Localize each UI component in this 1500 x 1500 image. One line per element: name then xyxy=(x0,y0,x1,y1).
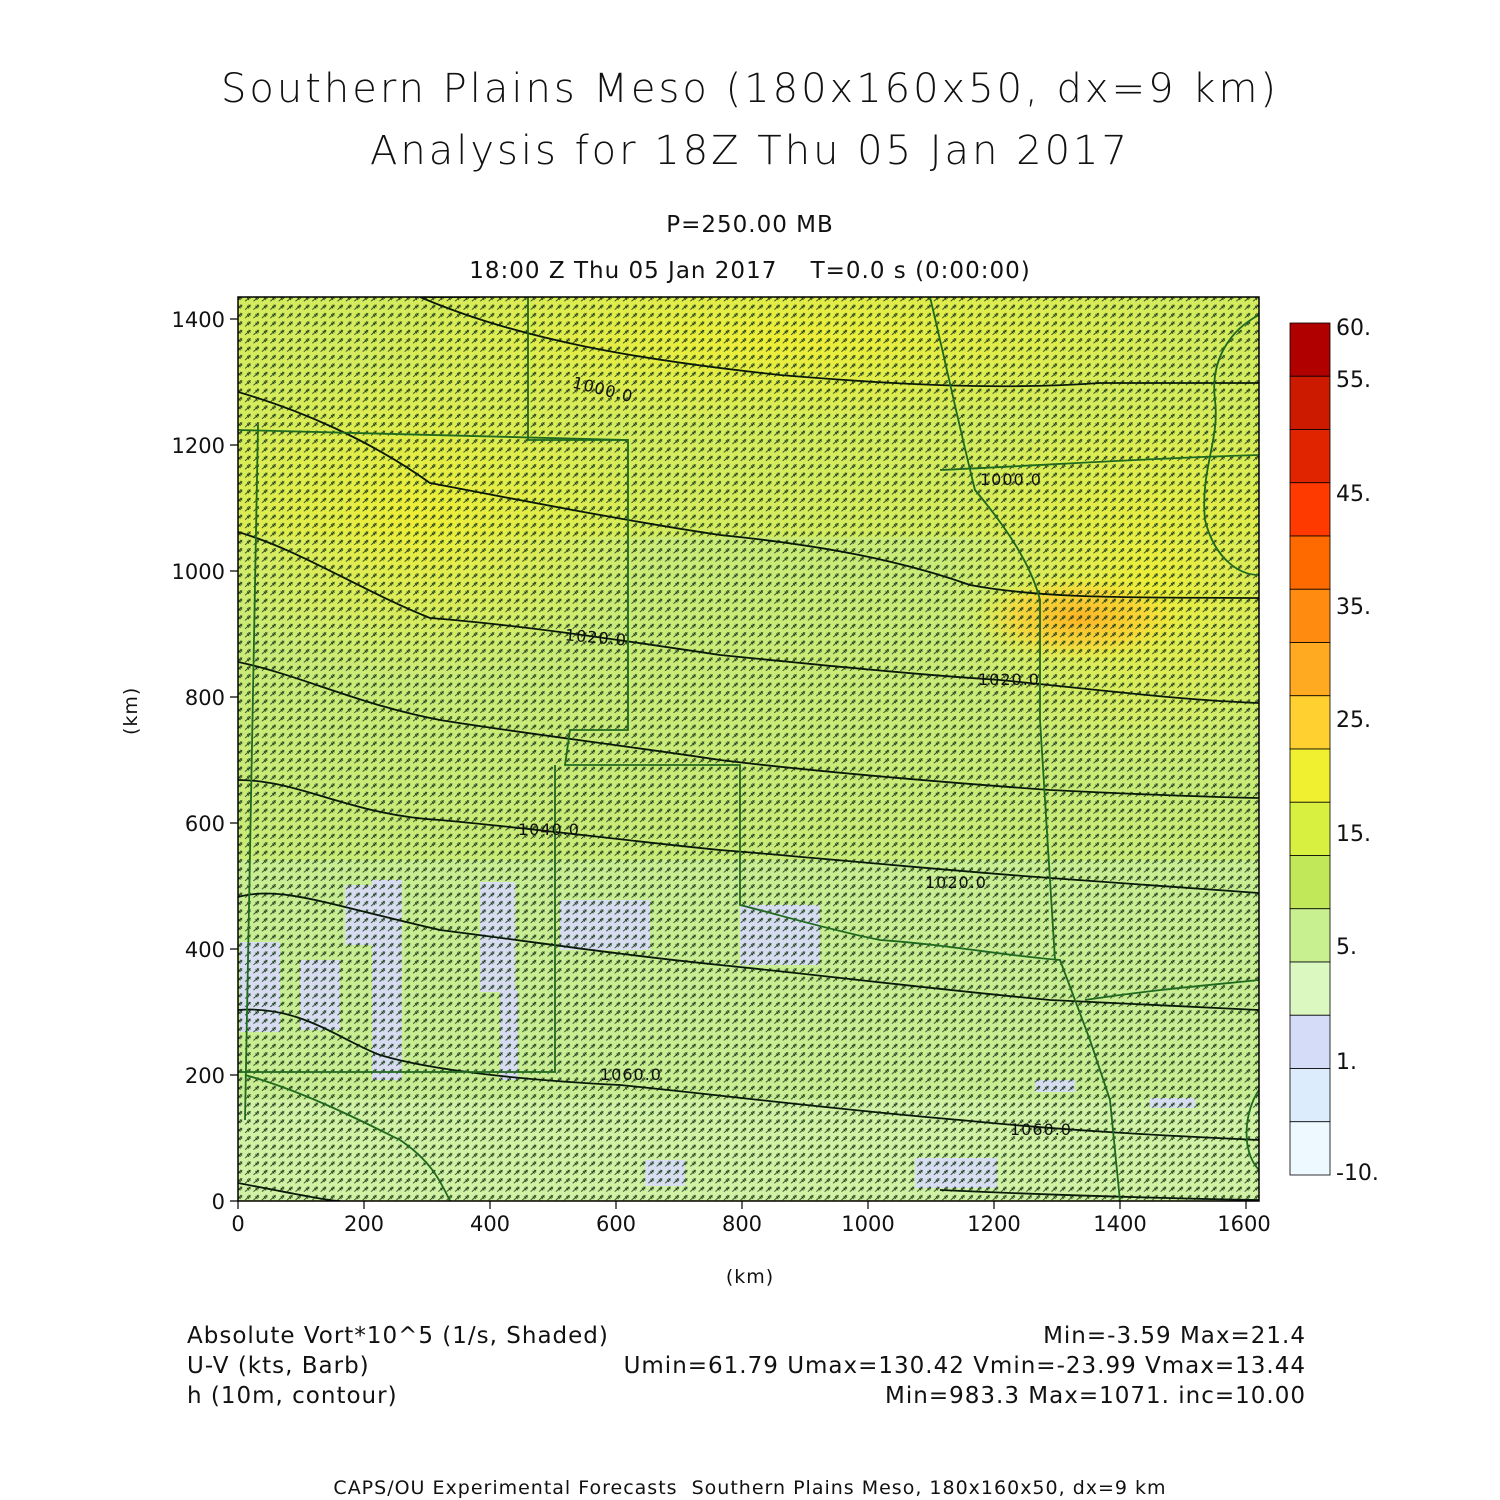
x-tick-label: 1600 xyxy=(1217,1212,1271,1236)
x-tick-label: 1400 xyxy=(1093,1212,1147,1236)
x-tick-label: 400 xyxy=(469,1212,511,1236)
colorbar-swatch xyxy=(1289,908,1331,963)
credits: CAPS/OU Experimental Forecasts Southern … xyxy=(333,1477,1167,1499)
colorbar-swatch xyxy=(1289,429,1331,484)
colorbar-label: 45. xyxy=(1336,482,1371,507)
shaded-range: Min=-3.59 Max=21.4 xyxy=(1043,1323,1306,1349)
colorbar-swatch xyxy=(1289,855,1331,910)
y-tick-label: 0 xyxy=(211,1190,225,1214)
contour-label: 1040.0 xyxy=(518,820,580,839)
contour-label: 1060.0 xyxy=(600,1065,662,1084)
colorbar-swatch xyxy=(1289,375,1331,430)
vorticity-shading xyxy=(238,297,1259,1201)
title-line-2: Analysis for 18Z Thu 05 Jan 2017 xyxy=(370,128,1130,174)
contour-label: 1020.0 xyxy=(978,670,1040,689)
field-contour-label: h (10m, contour) xyxy=(187,1383,398,1409)
colorbar-swatch xyxy=(1289,588,1331,643)
contour-label: 1000.0 xyxy=(980,470,1042,489)
colorbar-label: -10. xyxy=(1336,1161,1379,1186)
y-tick-label: 400 xyxy=(184,938,225,962)
x-tick-label: 200 xyxy=(343,1212,385,1236)
y-tick-label: 1200 xyxy=(171,434,225,458)
colorbar xyxy=(1289,322,1331,1176)
y-tick-label: 1400 xyxy=(171,308,225,332)
x-axis-label: (km) xyxy=(725,1266,775,1288)
x-tick-label: 600 xyxy=(595,1212,637,1236)
colorbar-swatch xyxy=(1289,695,1331,750)
plot-frame xyxy=(237,296,1260,1202)
axis-tick-marks xyxy=(230,318,1247,1209)
x-tick-label: 1200 xyxy=(967,1212,1021,1236)
colorbar-label: 25. xyxy=(1336,708,1371,733)
colorbar-swatch xyxy=(1289,1068,1331,1123)
colorbar-swatch xyxy=(1289,642,1331,697)
height-contours xyxy=(238,297,1259,1201)
colorbar-swatch xyxy=(1289,482,1331,537)
x-tick-label: 1000 xyxy=(841,1212,895,1236)
colorbar-swatch xyxy=(1289,801,1331,856)
colorbar-label: 5. xyxy=(1336,935,1357,960)
pressure-level: P=250.00 MB xyxy=(666,212,834,238)
y-tick-label: 600 xyxy=(184,812,225,836)
contour-range: Min=983.3 Max=1071. inc=10.00 xyxy=(885,1383,1306,1409)
y-axis-label: (km) xyxy=(120,686,142,735)
title-line-1: Southern Plains Meso (180x160x50, dx=9 k… xyxy=(220,66,1280,112)
contour-label: 1020.0 xyxy=(925,873,987,892)
colorbar-label: 15. xyxy=(1336,822,1371,847)
x-tick-label: 0 xyxy=(231,1212,245,1236)
wind-range: Umin=61.79 Umax=130.42 Vmin=-23.99 Vmax=… xyxy=(623,1353,1306,1379)
colorbar-swatch xyxy=(1289,961,1331,1016)
y-tick-label: 200 xyxy=(184,1064,225,1088)
colorbar-swatch xyxy=(1289,535,1331,590)
state-boundaries xyxy=(238,297,1259,1201)
contour-label: 1060.0 xyxy=(1010,1120,1072,1139)
colorbar-label: 1. xyxy=(1336,1050,1357,1075)
colorbar-swatch xyxy=(1289,1121,1331,1176)
x-tick-label: 800 xyxy=(721,1212,763,1236)
wind-barbs xyxy=(238,297,1259,1201)
colorbar-swatch xyxy=(1289,1014,1331,1069)
colorbar-label: 35. xyxy=(1336,595,1371,620)
field-barb-label: U-V (kts, Barb) xyxy=(187,1353,370,1379)
valid-time: 18:00 Z Thu 05 Jan 2017 T=0.0 s (0:00:00… xyxy=(469,258,1031,284)
colorbar-label: 60. xyxy=(1336,316,1371,341)
field-shaded-label: Absolute Vort*10^5 (1/s, Shaded) xyxy=(187,1323,609,1349)
colorbar-swatch xyxy=(1289,322,1331,377)
colorbar-swatch xyxy=(1289,748,1331,803)
y-tick-label: 800 xyxy=(184,686,225,710)
colorbar-label: 55. xyxy=(1336,368,1371,393)
y-tick-label: 1000 xyxy=(171,560,225,584)
